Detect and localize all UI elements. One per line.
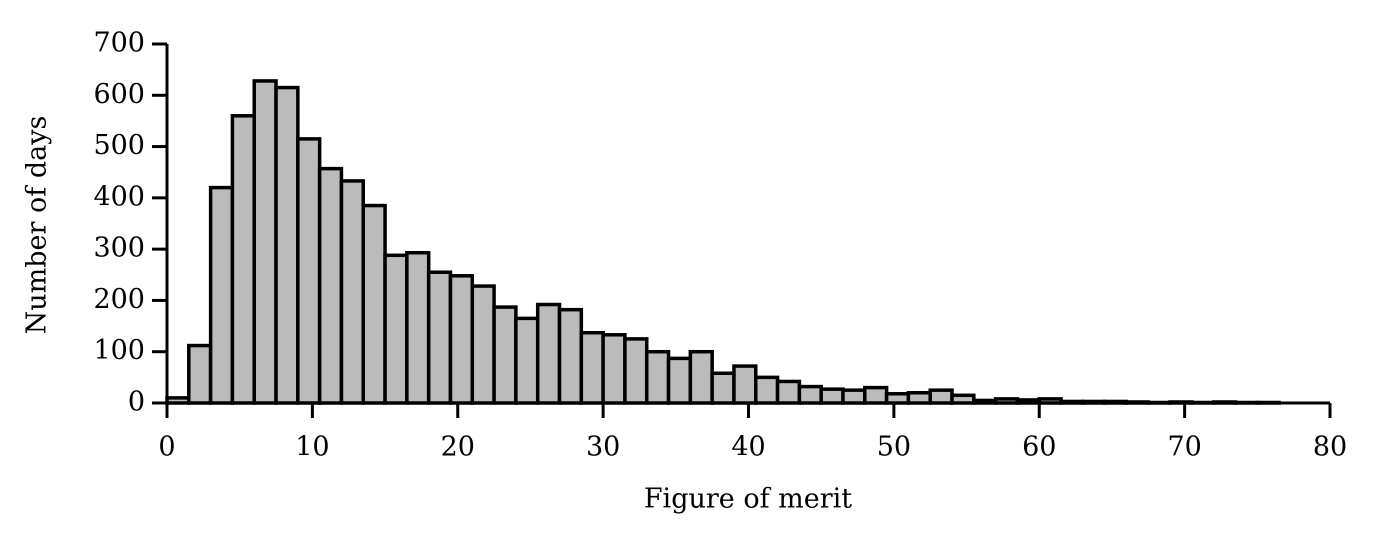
x-tick-label: 60 (1022, 432, 1056, 463)
y-tick-label: 400 (93, 181, 145, 212)
bar (666, 356, 693, 405)
bar (448, 274, 475, 405)
bar (732, 364, 758, 405)
bar (317, 166, 344, 405)
bar (187, 343, 213, 405)
bar (230, 114, 256, 405)
bar (470, 284, 496, 405)
bar (383, 253, 409, 405)
y-tick-label: 0 (128, 387, 145, 418)
bar (296, 137, 322, 405)
y-tick-label: 200 (93, 284, 145, 315)
bar (644, 349, 671, 405)
x-axis-label: Figure of merit (644, 484, 852, 515)
y-tick-label: 300 (93, 233, 145, 264)
x-tick-label: 80 (1313, 432, 1347, 463)
bar (601, 333, 627, 405)
bar (710, 371, 736, 405)
x-tick-label: 10 (295, 432, 329, 463)
bar (405, 250, 431, 405)
y-axis-label: Number of days (22, 116, 53, 335)
bar (535, 302, 562, 405)
bar (797, 384, 823, 405)
x-tick-label: 40 (731, 432, 765, 463)
y-tick-label: 500 (93, 130, 145, 161)
y-tick-label: 600 (93, 79, 145, 110)
bar (252, 79, 278, 405)
x-tick-label: 30 (586, 432, 620, 463)
bar (928, 388, 954, 405)
bar (557, 307, 584, 405)
bar (863, 385, 889, 405)
bar (361, 203, 387, 405)
bar (688, 349, 714, 405)
x-tick-label: 0 (158, 432, 175, 463)
bar (492, 305, 518, 405)
bar (514, 316, 540, 405)
bar (775, 379, 802, 405)
bar (579, 330, 605, 405)
y-tick-label: 100 (93, 335, 145, 366)
bar (274, 85, 300, 405)
x-tick-label: 20 (441, 432, 475, 463)
bar (819, 387, 845, 405)
bar (841, 388, 867, 405)
bar (906, 390, 932, 405)
x-tick-label: 50 (877, 432, 911, 463)
bar (754, 375, 780, 405)
bar (623, 337, 649, 405)
bar (339, 179, 366, 405)
bar (208, 185, 235, 405)
bar (426, 270, 453, 405)
y-tick-label: 700 (93, 28, 145, 59)
x-tick-label: 70 (1167, 432, 1201, 463)
